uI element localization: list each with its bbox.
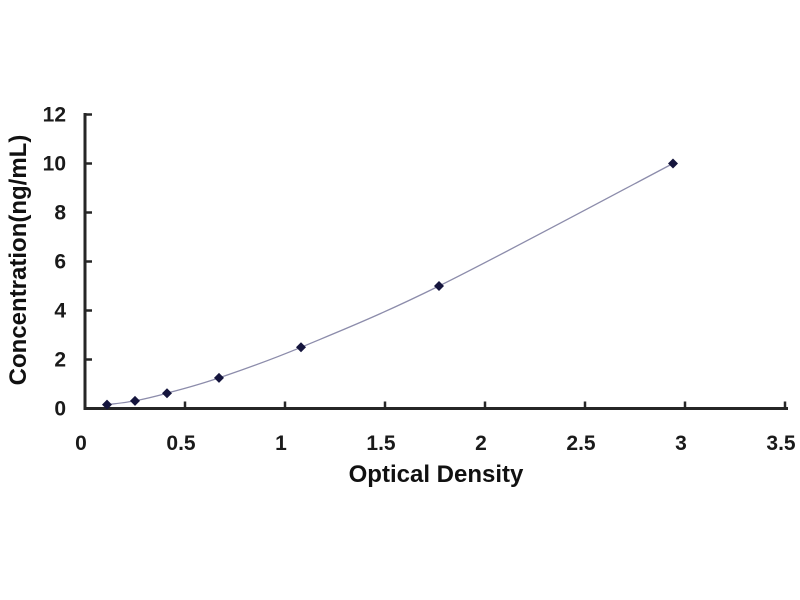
- x-tick-label: 2: [475, 432, 487, 455]
- y-tick-label: 8: [54, 202, 66, 225]
- y-axis-tick-labels: 0 2 4 6 8 10 12: [43, 104, 67, 421]
- data-point: [130, 395, 140, 406]
- x-tick-label: 2.5: [566, 432, 596, 455]
- y-tick-label: 6: [54, 251, 66, 274]
- x-tick-label: 0.5: [166, 432, 196, 455]
- data-point: [102, 399, 112, 410]
- x-tick-label: 3.5: [766, 432, 796, 455]
- data-point-markers: [102, 158, 678, 410]
- x-axis-ticks: [183, 401, 787, 409]
- series-line: [106, 162, 674, 406]
- x-tick-label: 0: [75, 432, 87, 455]
- y-tick-label: 4: [54, 300, 66, 323]
- y-tick-label: 10: [43, 153, 66, 176]
- data-point: [434, 281, 444, 291]
- y-tick-label: 2: [54, 349, 66, 372]
- x-axis-tick-labels: 0 0.5 1 1.5 2 2.5 3 3.5: [75, 432, 796, 455]
- x-axis-title: Optical Density: [349, 461, 524, 488]
- y-tick-label: 12: [43, 104, 66, 127]
- data-point: [296, 342, 306, 353]
- x-tick-label: 3: [675, 432, 687, 455]
- data-point: [668, 158, 678, 169]
- data-point: [214, 372, 224, 383]
- axes: [83, 113, 788, 410]
- axis-frame: [83, 113, 788, 410]
- y-axis-title: Concentration(ng/mL): [5, 135, 32, 386]
- x-tick-label: 1.5: [366, 432, 396, 455]
- y-axis-ticks: [85, 113, 92, 361]
- y-tick-label: 0: [54, 398, 66, 421]
- x-tick-label: 1: [275, 432, 287, 455]
- data-point: [162, 388, 172, 399]
